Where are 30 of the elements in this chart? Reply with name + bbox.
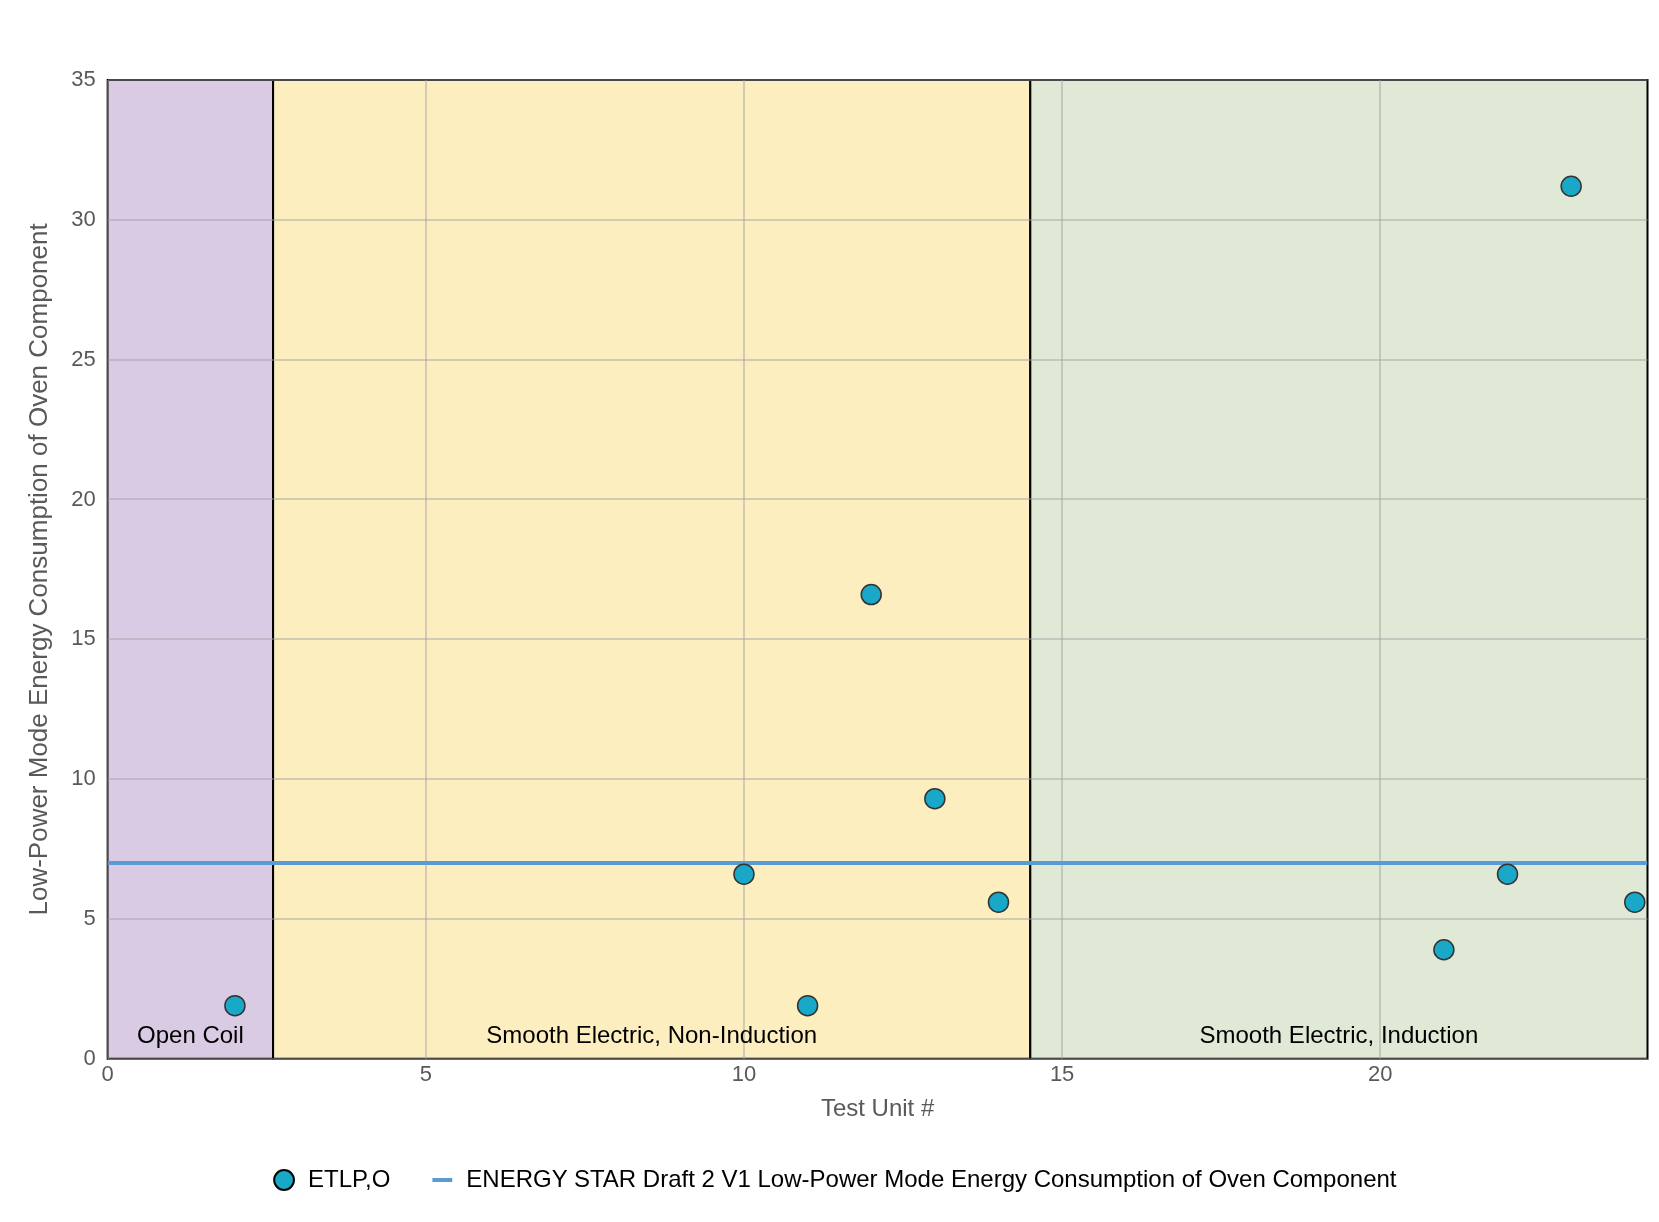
y-tick-label: 0	[83, 1044, 96, 1070]
point	[924, 787, 946, 810]
y-axis-title: Low-Power Mode Energy Consumption of Oven Component	[22, 222, 53, 916]
point	[860, 583, 882, 606]
y-tick-label: 30	[71, 205, 96, 231]
band-label: Smooth Electric, Non-Induction	[486, 1021, 818, 1049]
legend-label: ETLP,O	[308, 1164, 391, 1192]
x-tick-label: 5	[419, 1061, 432, 1087]
y-tick-label: 35	[71, 66, 96, 92]
x-tick-label: 15	[1049, 1061, 1075, 1087]
x-tick-label: 0	[101, 1061, 114, 1087]
legend-label: ENERGY STAR Draft 2 V1 Low-Power Mode Energy Consumption of Oven Component	[466, 1164, 1397, 1192]
x-axis-title: Test Unit #	[820, 1094, 935, 1122]
point	[796, 994, 819, 1017]
y-tick-label: 5	[83, 905, 96, 931]
point	[1560, 175, 1582, 198]
x-tick-label: 10	[731, 1061, 757, 1087]
point	[1496, 863, 1519, 885]
band-label: Open Coil	[137, 1021, 244, 1049]
x-tick-label: 20	[1368, 1061, 1393, 1087]
band-label: Smooth Electric, Induction	[1199, 1021, 1479, 1049]
point	[733, 863, 755, 885]
point	[987, 891, 1010, 913]
point	[1624, 891, 1646, 913]
y-tick-label: 25	[71, 345, 96, 371]
y-tick-label: 15	[71, 625, 96, 651]
y-tick-label: 10	[71, 765, 96, 791]
y-tick-label: 20	[71, 485, 96, 511]
point	[224, 994, 246, 1017]
point	[1433, 938, 1455, 961]
